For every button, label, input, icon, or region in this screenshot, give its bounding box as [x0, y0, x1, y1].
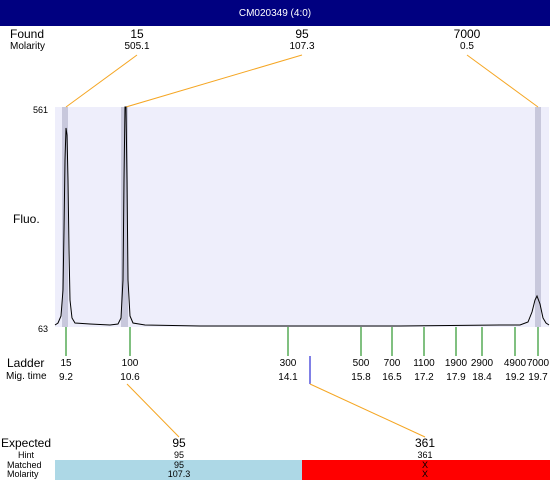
electropherogram-plot[interactable]	[55, 107, 549, 327]
expected-connector-line	[309, 383, 426, 438]
expected-size: 95	[172, 436, 186, 450]
y-axis-label: Fluo.	[13, 212, 40, 226]
ladder-size: 700	[383, 358, 401, 369]
ladder-time: 9.2	[59, 372, 73, 383]
ladder-size: 1900	[444, 358, 468, 369]
ladder-size: 100	[121, 358, 139, 369]
matched-label: Matched	[7, 460, 42, 470]
y-max-label: 561	[32, 105, 48, 115]
found-connector-line	[65, 54, 138, 108]
window-title-bar: CM020349 (4:0)	[0, 0, 550, 26]
found-peak-molarity: 505.1	[124, 41, 150, 52]
match-status-cell-matched[interactable]	[55, 460, 302, 480]
ladder-time: 17.9	[446, 372, 466, 383]
found-peak-molarity: 107.3	[289, 41, 315, 52]
ladder-time: 14.1	[278, 372, 298, 383]
hint-label: Hint	[18, 450, 35, 460]
ladder-time: 19.2	[505, 372, 525, 383]
ladder-time: 17.2	[414, 372, 434, 383]
expected-label: Expected	[1, 436, 52, 450]
y-min-label: 63	[37, 324, 48, 334]
expected-molarity-label: Molarity	[7, 469, 39, 479]
peak-highlight-band	[62, 107, 68, 327]
ladder-size: 7000	[526, 358, 550, 369]
ladder-time: 15.8	[351, 372, 371, 383]
peak-highlight-band	[535, 107, 541, 327]
ladder-time: 16.5	[382, 372, 402, 383]
ladder-size: 2900	[470, 358, 494, 369]
found-peak-size: 95	[295, 27, 309, 41]
ladder-label: Ladder	[7, 356, 45, 370]
expected-connector-line	[126, 383, 180, 438]
window-title: CM020349 (4:0)	[238, 7, 312, 19]
found-label: Found	[10, 27, 45, 41]
expected-hint: 95	[173, 450, 185, 460]
ladder-size: 500	[352, 358, 370, 369]
ladder-size: 300	[279, 358, 297, 369]
peak-highlight-band	[121, 107, 128, 327]
ladder-time: 10.6	[120, 372, 140, 383]
expected-matched: 95	[173, 460, 185, 470]
found-connector-line	[466, 54, 539, 108]
expected-molarity: X	[421, 469, 429, 479]
expected-matched: X	[421, 460, 429, 470]
match-status-cell-unmatched[interactable]	[302, 460, 550, 480]
fluorescence-trace	[54, 106, 550, 327]
ladder-time: 18.4	[472, 372, 492, 383]
ladder-size: 4900	[503, 358, 527, 369]
ladder-size: 1100	[413, 358, 435, 369]
found-molarity-label: Molarity	[10, 41, 46, 52]
expected-size: 361	[414, 436, 436, 450]
found-connector-line	[125, 54, 303, 108]
mig-time-label: Mig. time	[6, 371, 47, 382]
found-peak-molarity: 0.5	[460, 41, 474, 52]
expected-hint: 361	[417, 450, 433, 460]
ladder-size: 15	[60, 358, 72, 369]
expected-molarity: 107.3	[167, 469, 191, 479]
found-peak-size: 7000	[453, 27, 481, 41]
ladder-time: 19.7	[528, 372, 548, 383]
found-peak-size: 15	[130, 27, 144, 41]
